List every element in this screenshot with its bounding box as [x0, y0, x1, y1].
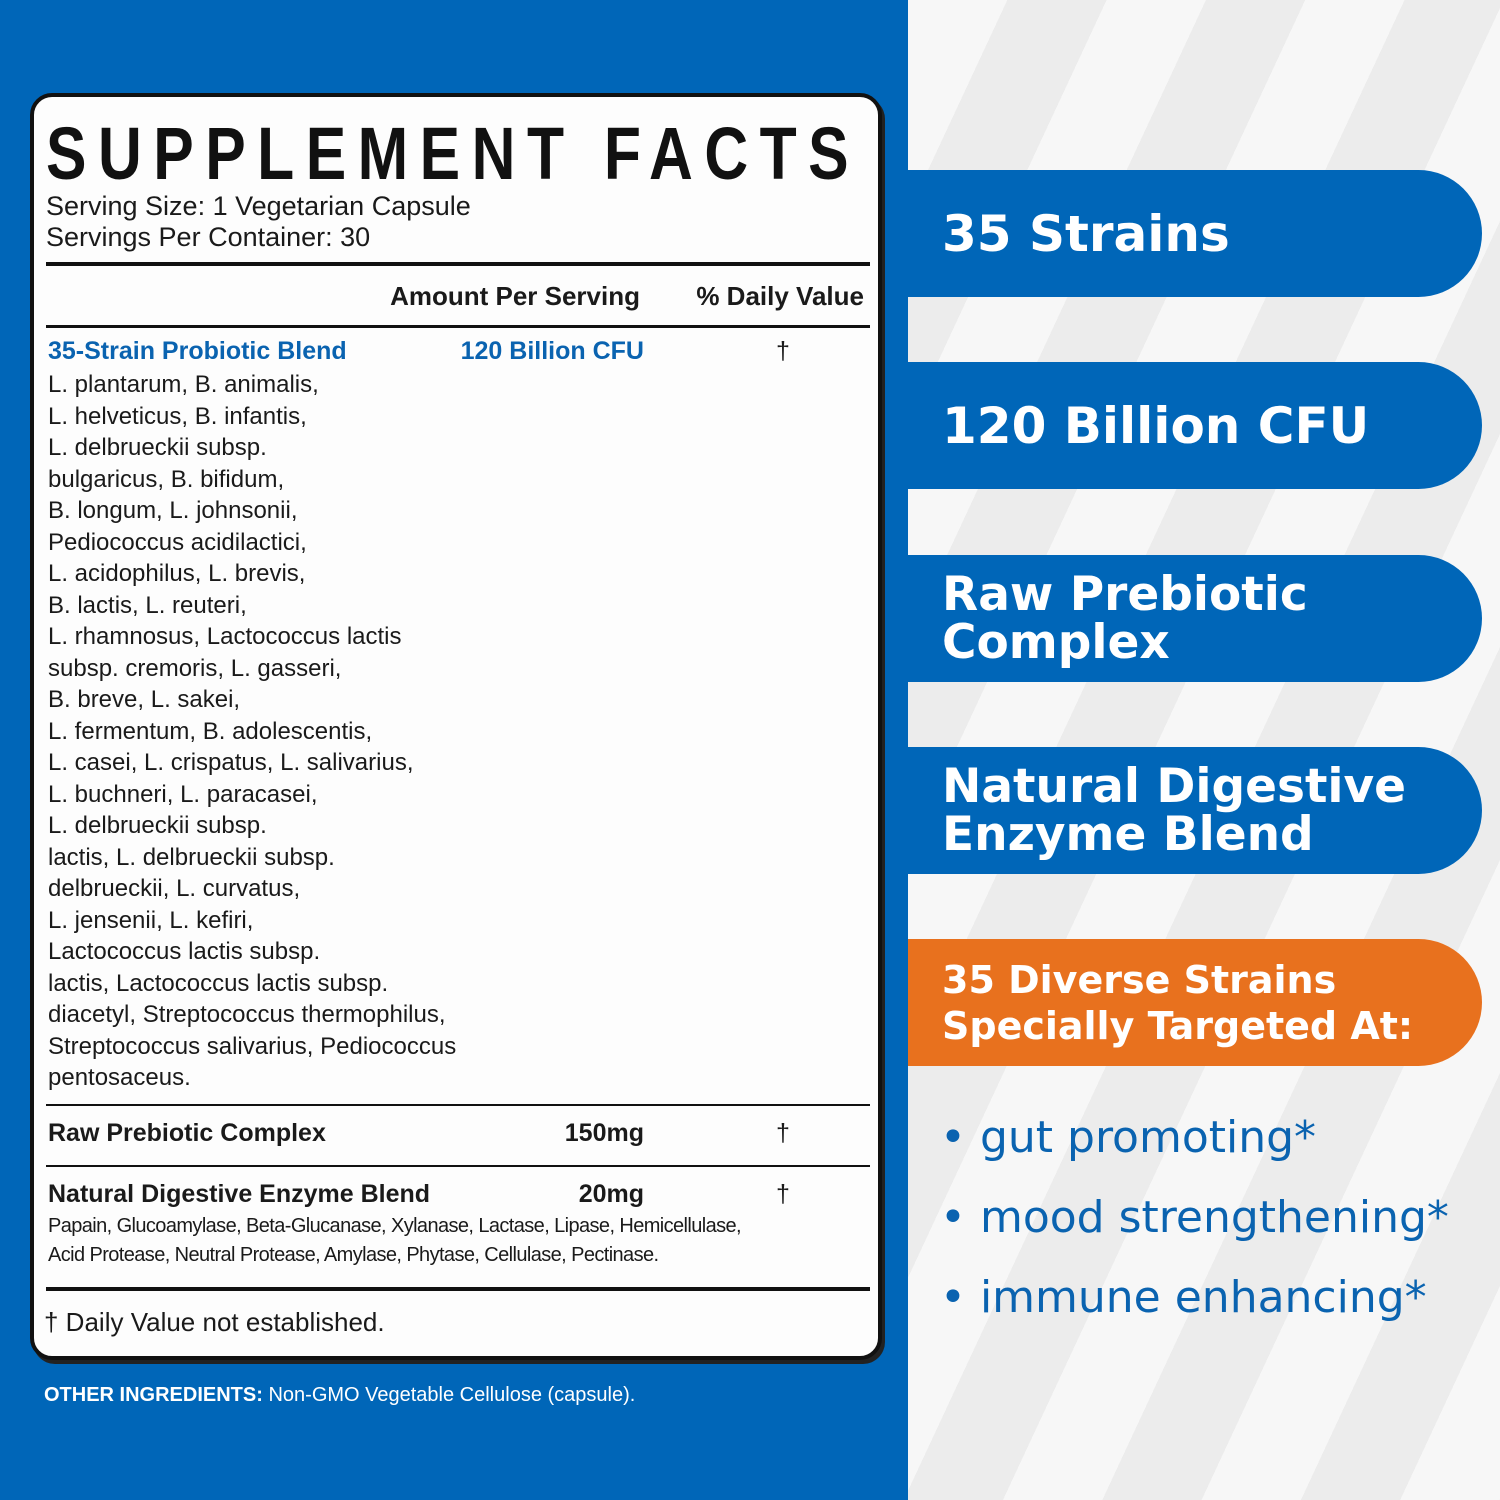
strain-line: L. delbrueckii subsp. — [48, 812, 267, 839]
strain-line: B. lactis, L. reuteri, — [48, 591, 247, 619]
strain-line: Pediococcus acidilactici, — [48, 528, 307, 556]
divider — [46, 1287, 870, 1291]
row-name: Natural Digestive Enzyme Blend — [48, 1180, 431, 1208]
banner-text: Natural Digestive — [942, 758, 1407, 814]
strain-line: L. jensenii, L. kefiri, — [48, 906, 254, 934]
strain-line: L. plantarum, B. animalis, — [48, 371, 319, 398]
footnote: † Daily Value not established. — [44, 1307, 385, 1337]
banner-strains: 35 Strains — [908, 170, 1482, 297]
banner-text: Complex — [942, 614, 1170, 670]
enzyme-details: Acid Protease, Neutral Protease, Amylase… — [48, 1244, 659, 1266]
strain-line: bulgaricus, B. bifidum, — [48, 465, 285, 493]
banner-text: Enzyme Blend — [942, 806, 1314, 862]
strain-line: lactis, L. delbrueckii subsp. — [48, 843, 335, 871]
right-panel: 35 Strains 120 Billion CFU Raw Prebiotic… — [908, 0, 1500, 1500]
other-ingredients: OTHER INGREDIENTS: Non-GMO Vegetable Cel… — [44, 1384, 635, 1407]
row-amount: 150mg — [564, 1119, 644, 1147]
strain-line: L. fermentum, B. adolescentis, — [48, 717, 373, 745]
row-dv: † — [776, 1180, 790, 1208]
banner-enzyme: Natural Digestive Enzyme Blend — [908, 747, 1482, 874]
benefit-text: mood strengthening* — [979, 1192, 1449, 1243]
strain-line: L. acidophilus, L. brevis, — [48, 560, 306, 587]
benefit-item: • gut promoting* — [940, 1112, 1317, 1163]
strain-line: B. breve, L. sakei, — [48, 686, 241, 713]
strain-line: L. rhamnosus, Lactococcus lactis — [48, 623, 402, 650]
banner-text: Raw Prebiotic — [942, 566, 1308, 622]
supplement-facts-label: SUPPLEMENT FACTS Serving Size: 1 Vegetar… — [30, 93, 882, 1360]
row-amount: 20mg — [578, 1180, 644, 1208]
benefit-item: • mood strengthening* — [940, 1192, 1449, 1243]
strain-line: pentosaceus. — [48, 1064, 191, 1091]
divider — [46, 325, 870, 328]
daily-value-header: % Daily Value — [696, 281, 864, 311]
strain-line: L. buchneri, L. paracasei, — [48, 780, 318, 808]
row-name: Raw Prebiotic Complex — [48, 1119, 326, 1147]
divider — [46, 1104, 870, 1106]
amount-header: Amount Per Serving — [390, 281, 640, 311]
serving-size: Serving Size: 1 Vegetarian Capsule — [46, 191, 471, 221]
divider — [46, 262, 870, 266]
row-dv: † — [776, 337, 790, 365]
banner-prebiotic: Raw Prebiotic Complex — [908, 555, 1482, 682]
strain-line: L. delbrueckii subsp. — [48, 434, 267, 461]
label-title: SUPPLEMENT FACTS — [46, 112, 861, 195]
strain-line: subsp. cremoris, L. gasseri, — [48, 654, 342, 682]
banner-cfu: 120 Billion CFU — [908, 362, 1482, 489]
banner-text: Specially Targeted At: — [942, 1003, 1414, 1048]
benefit-text: immune enhancing* — [979, 1272, 1427, 1323]
strain-line: diacetyl, Streptococcus thermophilus, — [48, 1001, 446, 1028]
strain-line: delbrueckii, L. curvatus, — [48, 875, 301, 902]
strain-line: L. helveticus, B. infantis, — [48, 402, 307, 430]
banner-text: 120 Billion CFU — [942, 396, 1370, 455]
strain-line: B. longum, L. johnsonii, — [48, 497, 298, 524]
other-ingredients-value: Non-GMO Vegetable Cellulose (capsule). — [262, 1384, 636, 1406]
enzyme-details: Papain, Glucoamylase, Beta-Glucanase, Xy… — [48, 1215, 742, 1237]
banner-targeted: 35 Diverse Strains Specially Targeted At: — [908, 939, 1482, 1066]
banner-text: 35 Diverse Strains — [942, 957, 1337, 1002]
row-dv: † — [776, 1119, 790, 1147]
strain-line: lactis, Lactococcus lactis subsp. — [48, 969, 389, 997]
benefit-text: gut promoting* — [979, 1112, 1317, 1163]
servings-per-container: Servings Per Container: 30 — [46, 222, 371, 252]
row-amount: 120 Billion CFU — [460, 337, 644, 365]
divider — [46, 1165, 870, 1167]
benefit-item: • immune enhancing* — [940, 1272, 1427, 1323]
row-name: 35-Strain Probiotic Blend — [48, 337, 347, 365]
strain-line: L. casei, L. crispatus, L. salivarius, — [48, 749, 414, 776]
strain-list: L. plantarum, B. animalis, L. helveticus,… — [48, 369, 456, 1094]
other-ingredients-label: OTHER INGREDIENTS: — [44, 1384, 263, 1406]
left-panel: SUPPLEMENT FACTS Serving Size: 1 Vegetar… — [0, 0, 908, 1500]
strain-line: Streptococcus salivarius, Pediococcus — [48, 1032, 457, 1060]
strain-line: Lactococcus lactis subsp. — [48, 938, 321, 965]
banner-text: 35 Strains — [942, 204, 1230, 263]
